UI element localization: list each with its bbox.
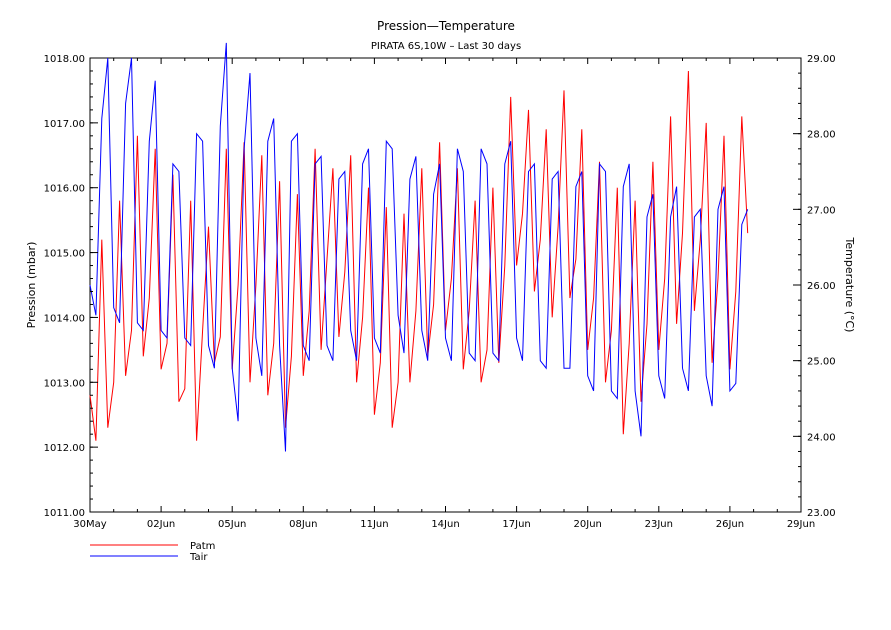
x-tick-label: 20Jun (574, 519, 602, 530)
chart-title: Pression—Temperature (377, 19, 515, 33)
y-left-tick-label: 1012.00 (44, 443, 85, 454)
y-left-tick-label: 1014.00 (44, 313, 85, 324)
y-left-tick-label: 1018.00 (44, 54, 85, 65)
x-tick-label: 02Jun (147, 519, 175, 530)
legend-patm-label: Patm (190, 541, 215, 552)
x-tick-label: 23Jun (645, 519, 673, 530)
y-left-tick-label: 1011.00 (44, 508, 85, 519)
x-tick-label: 08Jun (289, 519, 317, 530)
y-left-tick-label: 1017.00 (44, 119, 85, 130)
y-right-tick-label: 24.00 (807, 432, 836, 443)
y-right-tick-label: 27.00 (807, 205, 836, 216)
y-right-tick-label: 29.00 (807, 54, 836, 65)
x-tick-label: 30May (73, 519, 106, 530)
y-right-tick-label: 23.00 (807, 508, 836, 519)
y-left-tick-label: 1013.00 (44, 378, 85, 389)
x-tick-label: 26Jun (716, 519, 744, 530)
series-layer (89, 42, 749, 452)
plot-border (89, 57, 802, 513)
x-tick-label: 29Jun (787, 519, 815, 530)
y-left-tick-label: 1015.00 (44, 249, 85, 260)
legend-tair-label: Tair (189, 552, 208, 563)
y-right-tick-label: 28.00 (807, 130, 836, 141)
ticks-layer: 30May 02Jun 05Jun 08Jun 11Jun 14Jun 17Jun 20Jun… (44, 54, 836, 530)
y-left-axis-label: Pression (mbar) (25, 242, 38, 329)
legend: Patm Tair (90, 541, 215, 563)
x-tick-label: 14Jun (431, 519, 459, 530)
chart-subtitle: PIRATA 6S,10W – Last 30 days (371, 41, 521, 52)
x-tick-label: 17Jun (502, 519, 530, 530)
x-tick-label: 05Jun (218, 519, 246, 530)
x-tick-label: 11Jun (360, 519, 388, 530)
y-right-axis-label: Temperature (°C) (843, 237, 856, 333)
y-left-tick-label: 1016.00 (44, 184, 85, 195)
y-right-tick-label: 26.00 (807, 281, 836, 292)
y-right-tick-label: 25.00 (807, 357, 836, 368)
plot-frame (89, 57, 802, 513)
series-line-tair (89, 42, 749, 452)
